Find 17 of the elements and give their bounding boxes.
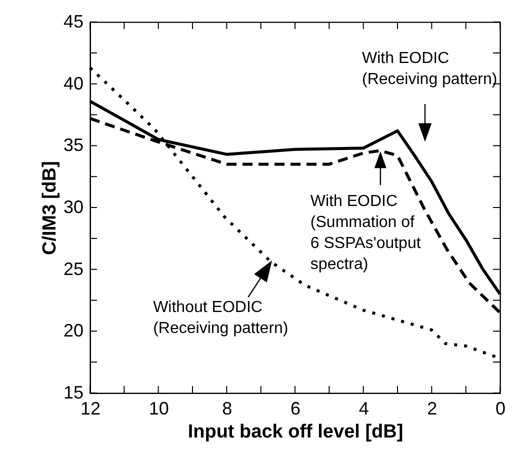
y-tick-label: 45 (63, 12, 84, 32)
y-axis-title: C/IM3 [dB] (39, 161, 60, 255)
annotation: With EODIC (Receiving pattern) (362, 50, 498, 88)
x-tick-label: 6 (290, 398, 301, 418)
annotation: With EODIC (Summation of 6 SSPAs'output spectra) (310, 193, 422, 274)
y-tick-label: 35 (63, 135, 84, 156)
x-tick-label: 4 (358, 398, 369, 418)
x-tick-label: 8 (222, 398, 232, 418)
x-tick-label: 0 (495, 398, 506, 418)
y-tick-label: 30 (63, 197, 84, 217)
x-tick-label: 2 (427, 398, 438, 418)
y-tick-label: 20 (63, 320, 84, 341)
y-tick-label: 25 (63, 258, 84, 279)
annotation: Without EODIC (Receiving pattern) (153, 298, 288, 337)
y-tick-label: 40 (63, 73, 84, 94)
x-axis-title: Input back off level [dB] (188, 422, 404, 442)
x-tick-label: 10 (148, 398, 169, 418)
